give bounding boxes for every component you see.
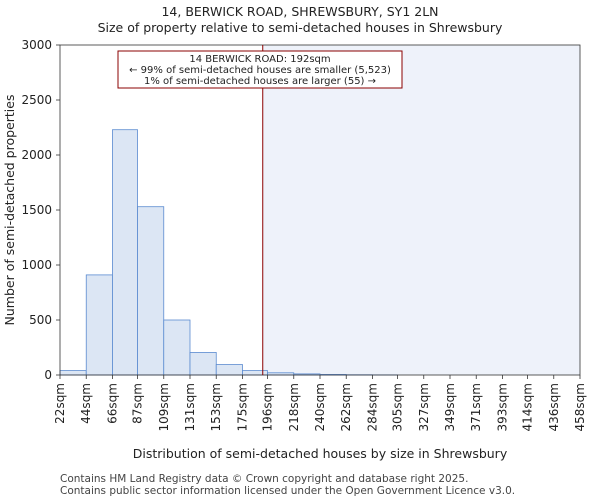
x-tick-label: 131sqm xyxy=(183,383,197,431)
x-axis-label: Distribution of semi-detached houses by … xyxy=(133,446,508,461)
chart-subtitle: Size of property relative to semi-detach… xyxy=(97,20,503,35)
x-tick-label: 349sqm xyxy=(443,383,457,431)
y-tick-label: 0 xyxy=(44,368,52,382)
x-tick-label: 196sqm xyxy=(261,383,275,431)
footer-line-1: Contains HM Land Registry data © Crown c… xyxy=(60,473,469,485)
y-tick-label: 2000 xyxy=(21,148,52,162)
histogram-bar xyxy=(242,370,268,376)
x-tick-label: 414sqm xyxy=(521,383,535,431)
x-tick-label: 327sqm xyxy=(417,383,431,431)
annotation-line-3: 1% of semi-detached houses are larger (5… xyxy=(144,76,376,87)
y-tick-label: 3000 xyxy=(21,38,52,52)
x-tick-label: 109sqm xyxy=(157,383,171,431)
histogram-bar xyxy=(59,370,87,376)
annotation-line-2: ← 99% of semi-detached houses are smalle… xyxy=(129,65,391,76)
highlight-region xyxy=(262,45,580,375)
y-tick-label: 2500 xyxy=(21,93,52,107)
x-tick-label: 371sqm xyxy=(469,383,483,431)
x-tick-label: 284sqm xyxy=(365,383,379,431)
annotation-box xyxy=(117,50,403,89)
footer-line-2: Contains public sector information licen… xyxy=(60,485,516,497)
x-tick-label: 22sqm xyxy=(53,383,67,424)
histogram-bar xyxy=(215,364,243,376)
histogram-bar xyxy=(137,206,165,376)
annotation-line-1: 14 BERWICK ROAD: 192sqm xyxy=(189,54,330,65)
histogram-bar xyxy=(85,274,113,376)
y-axis-label: Number of semi-detached properties xyxy=(2,95,17,326)
x-tick-label: 240sqm xyxy=(313,383,327,431)
y-tick-label: 1000 xyxy=(21,258,52,272)
x-tick-label: 66sqm xyxy=(105,383,119,424)
x-tick-label: 87sqm xyxy=(131,383,145,424)
x-tick-label: 262sqm xyxy=(339,383,353,431)
x-tick-label: 44sqm xyxy=(79,383,93,424)
histogram-bar xyxy=(163,319,191,376)
x-tick-label: 458sqm xyxy=(573,383,587,431)
x-tick-label: 175sqm xyxy=(235,383,249,431)
chart-title: 14, BERWICK ROAD, SHREWSBURY, SY1 2LN xyxy=(161,4,439,19)
x-tick-label: 393sqm xyxy=(495,383,509,431)
y-tick-label: 500 xyxy=(29,313,52,327)
x-tick-label: 218sqm xyxy=(287,383,301,431)
histogram-bar xyxy=(189,352,217,376)
x-tick-label: 305sqm xyxy=(391,383,405,431)
y-tick-label: 1500 xyxy=(21,203,52,217)
x-tick-label: 436sqm xyxy=(547,383,561,431)
histogram-bar xyxy=(112,129,138,376)
x-tick-label: 153sqm xyxy=(209,383,223,431)
